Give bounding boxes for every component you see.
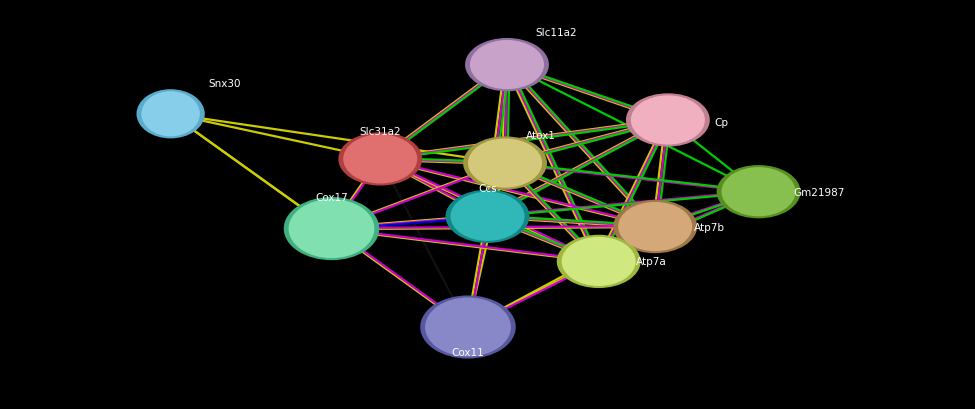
Ellipse shape <box>450 192 525 241</box>
Text: Atp7a: Atp7a <box>636 257 667 267</box>
Ellipse shape <box>289 200 374 258</box>
Ellipse shape <box>631 96 705 145</box>
Ellipse shape <box>420 296 516 359</box>
Ellipse shape <box>425 298 511 357</box>
Ellipse shape <box>284 198 379 261</box>
Text: Ccs: Ccs <box>478 184 497 194</box>
Ellipse shape <box>557 235 641 288</box>
Ellipse shape <box>468 139 542 188</box>
Ellipse shape <box>343 135 417 184</box>
Ellipse shape <box>338 133 422 186</box>
Ellipse shape <box>717 166 800 219</box>
Text: Slc31a2: Slc31a2 <box>360 127 401 137</box>
Ellipse shape <box>722 168 796 217</box>
Text: Cp: Cp <box>715 118 728 128</box>
Ellipse shape <box>613 200 697 254</box>
Text: Gm21987: Gm21987 <box>794 187 844 197</box>
Text: Slc11a2: Slc11a2 <box>535 28 576 38</box>
Text: Atp7b: Atp7b <box>694 222 725 232</box>
Ellipse shape <box>626 94 710 147</box>
Ellipse shape <box>618 202 692 252</box>
Ellipse shape <box>465 39 549 92</box>
Ellipse shape <box>463 137 547 190</box>
Ellipse shape <box>141 92 200 137</box>
Text: Atox1: Atox1 <box>526 131 556 141</box>
Text: Cox11: Cox11 <box>451 348 485 357</box>
Ellipse shape <box>446 190 529 243</box>
Text: Cox17: Cox17 <box>315 192 348 202</box>
Ellipse shape <box>562 237 636 286</box>
Ellipse shape <box>470 41 544 90</box>
Ellipse shape <box>136 90 205 139</box>
Text: Snx30: Snx30 <box>208 79 241 89</box>
